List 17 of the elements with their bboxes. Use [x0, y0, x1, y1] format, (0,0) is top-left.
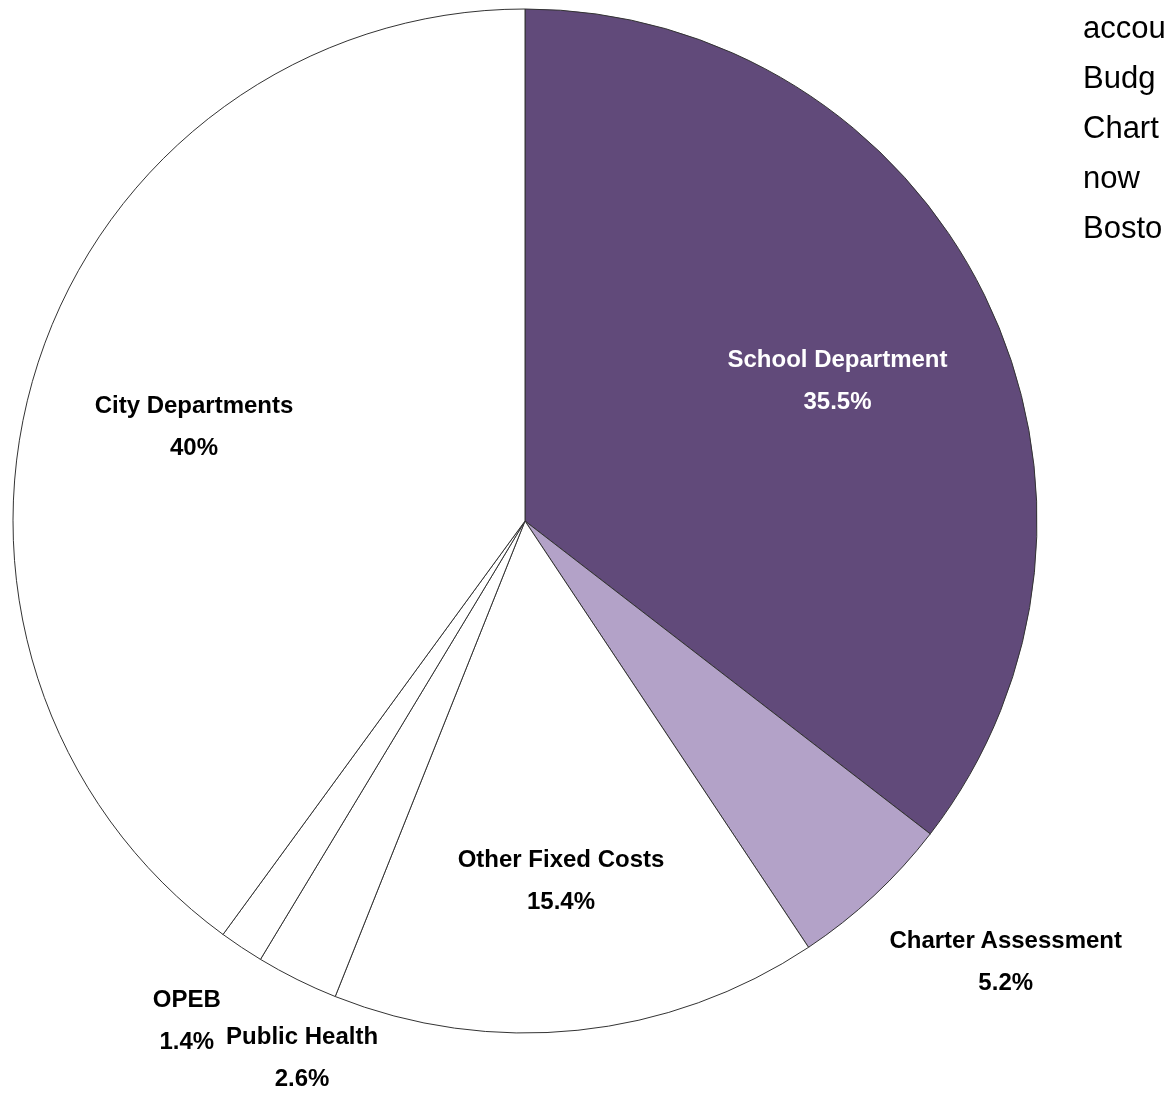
data-label: 2.6% — [274, 1063, 330, 1091]
slice-label: Public Health — [226, 1021, 379, 1049]
data-label: 5.2% — [978, 968, 1034, 996]
data-label: 15.4% — [526, 887, 596, 915]
text: Budg — [1083, 60, 1156, 95]
slice-label: School Department — [727, 345, 948, 373]
text: accou — [1083, 10, 1166, 45]
slice-label: OPEB — [152, 985, 221, 1013]
text: now — [1083, 160, 1141, 195]
slice-label: Charter Assessment — [889, 926, 1123, 954]
data-label: 1.4% — [159, 1027, 215, 1055]
data-label: 40% — [169, 433, 219, 460]
text: Chart — [1083, 110, 1160, 145]
slice-label: Other Fixed Costs — [457, 845, 665, 873]
slice-label: City Departments — [94, 391, 294, 418]
data-label: 35.5% — [803, 387, 872, 415]
text: Bosto — [1083, 210, 1163, 245]
